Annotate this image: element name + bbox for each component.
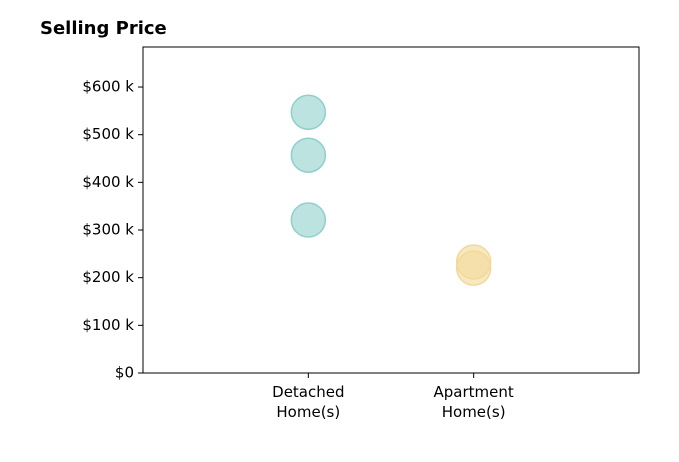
y-tick-label: $200 k	[82, 268, 134, 286]
point	[290, 137, 327, 173]
y-tick-label: $100 k	[82, 316, 134, 334]
x-tick-label: Detached Home(s)	[272, 383, 345, 421]
point	[290, 202, 327, 238]
y-tick-label: $300 k	[82, 221, 134, 239]
point	[290, 94, 327, 131]
chart-title: Selling Price	[40, 18, 167, 39]
y-tick-label: $400 k	[82, 173, 134, 191]
y-tick-label: $500 k	[82, 125, 134, 143]
y-tick-label: $0	[115, 364, 134, 382]
point	[455, 250, 492, 286]
y-tick-label: $600 k	[82, 78, 134, 96]
plot-frame	[142, 46, 640, 374]
x-tick-label: Apartment Home(s)	[433, 383, 514, 421]
